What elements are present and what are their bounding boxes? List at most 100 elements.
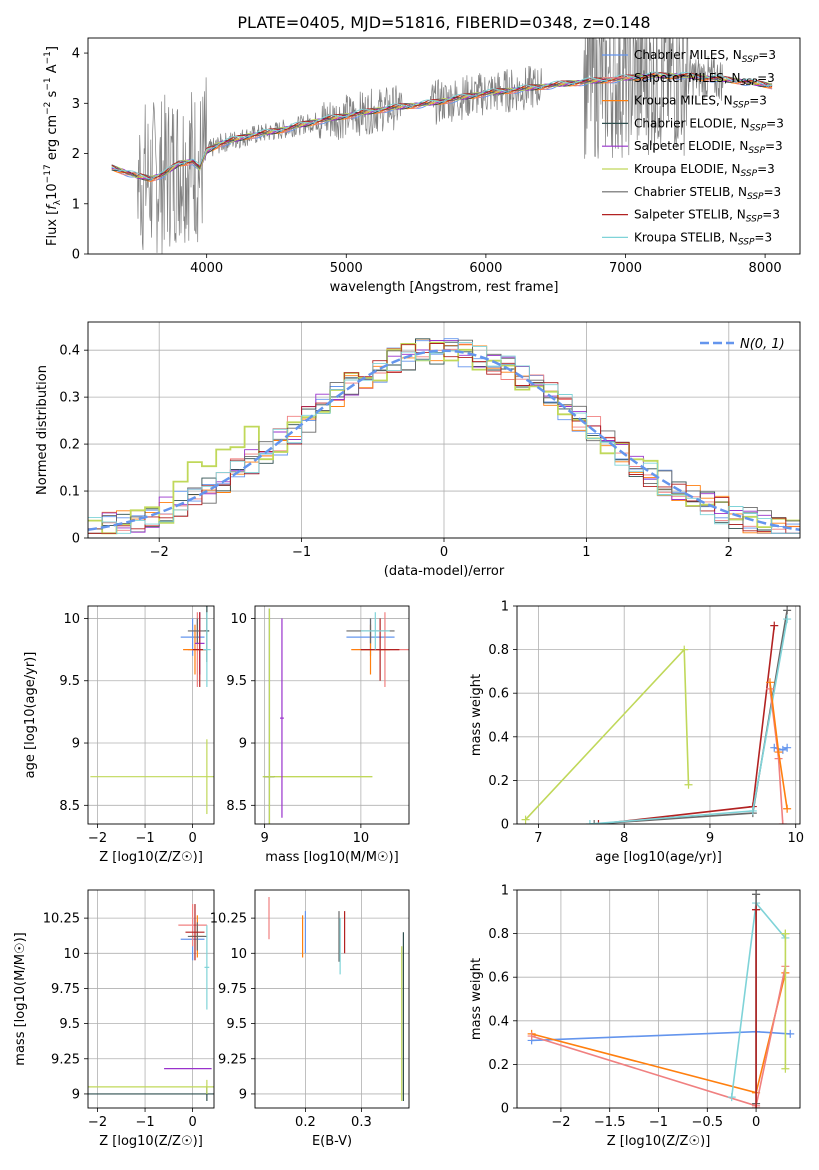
y-tick-label: 3	[72, 97, 80, 112]
legend-sub: SSP	[748, 146, 765, 156]
label-part: −1	[43, 51, 53, 64]
y-tick-label: 1	[72, 197, 80, 212]
y-tick-label: 0.4	[488, 730, 509, 745]
x-tick-label: −0.5	[692, 1115, 724, 1130]
x-tick-label: −2	[551, 1115, 570, 1130]
y-tick-label: 8.5	[59, 799, 80, 814]
legend-entry: N(0, 1)	[740, 337, 785, 352]
y-tick-label: 0.8	[488, 927, 509, 942]
label-part: λ	[53, 199, 63, 205]
y-tick-label: 9.25	[51, 1052, 80, 1067]
plot-area	[90, 606, 214, 815]
y-tick-label: 1	[501, 600, 509, 615]
plus-marker	[680, 645, 689, 654]
legend-name: Chabrier ELODIE, N	[634, 116, 750, 130]
plot-area	[521, 606, 792, 824]
y-tick-label: 10	[230, 612, 247, 627]
y-tick-label: 9.75	[51, 982, 80, 997]
legend-sub: SSP	[741, 78, 758, 88]
x-tick-label: 2	[725, 545, 733, 560]
y-tick-label: 0.6	[488, 971, 509, 986]
legend-entry: Chabrier STELIB, NSSP=3	[634, 185, 781, 202]
x-tick-label: 0	[752, 1115, 760, 1130]
x-tick-label: 6000	[469, 261, 502, 276]
plus-marker	[783, 606, 792, 615]
model-line-kroupa-stelib	[111, 71, 773, 180]
y-tick-label: 9.5	[59, 1017, 80, 1032]
legend-sub: SSP	[742, 55, 759, 65]
axes-frame	[87, 605, 215, 825]
plus-marker	[770, 621, 779, 630]
axes-frame	[87, 889, 215, 1109]
plus-marker	[783, 743, 792, 752]
y-tick-label: 0.2	[488, 1058, 509, 1073]
x-tick-label: 0	[188, 1115, 196, 1130]
label-part: −2	[43, 102, 53, 115]
label-part: −17	[43, 164, 53, 183]
legend-name: Kroupa STELIB, N	[634, 230, 738, 244]
normal-curve	[88, 349, 800, 532]
y-tick-label: 8.5	[226, 799, 247, 814]
plus-marker	[786, 1029, 795, 1038]
x-tick-label: 10	[353, 831, 370, 846]
x-tick-label: 4000	[190, 261, 223, 276]
y-tick-label: 10.25	[43, 912, 80, 927]
x-tick-label: −1	[135, 1115, 154, 1130]
legend-eq: =3	[765, 139, 783, 153]
y-axis-label: mass [log10(M/M☉)]	[13, 932, 28, 1065]
x-tick-label: −1.5	[594, 1115, 626, 1130]
plus-marker	[765, 678, 774, 687]
hist-salpeter-elodie	[88, 339, 800, 534]
plus-marker	[521, 815, 530, 824]
x-tick-label: −2	[88, 831, 107, 846]
axes-frame	[87, 37, 801, 255]
legend-name: Salpeter MILES, N	[634, 71, 741, 85]
y-tick-label: 9.25	[218, 1052, 247, 1067]
x-axis-label: E(B-V)	[312, 1134, 352, 1149]
y-tick-label: 9	[239, 737, 247, 752]
y-tick-label: 0.4	[59, 344, 80, 359]
legend-entry: Salpeter ELODIE, NSSP=3	[634, 139, 783, 156]
y-tick-label: 2	[72, 147, 80, 162]
legend-eq: =3	[762, 208, 780, 222]
x-axis-label: mass [log10(M/M☉)]	[265, 850, 398, 865]
plus-marker	[781, 929, 790, 938]
x-tick-label: 8	[620, 831, 628, 846]
x-tick-label: 1	[582, 545, 590, 560]
y-tick-label: 9	[72, 1087, 80, 1102]
legend-sub: SSP	[747, 192, 764, 202]
y-axis-label: mass weight	[469, 958, 484, 1040]
label-part: Flux [	[45, 210, 60, 246]
x-tick-label: −1	[292, 545, 311, 560]
legend-sub: SSP	[741, 169, 758, 179]
y-tick-label: 9.75	[218, 982, 247, 997]
plus-marker	[590, 820, 599, 824]
y-tick-label: 0.1	[59, 485, 80, 500]
x-tick-label: 7	[534, 831, 542, 846]
legend-name: Chabrier MILES, N	[634, 48, 742, 62]
legend-eq: =3	[764, 185, 782, 199]
plus-marker	[748, 806, 757, 815]
data-spectrum-line	[111, 38, 773, 254]
y-tick-label: 0.3	[59, 391, 80, 406]
plus-marker	[727, 1093, 736, 1102]
legend-entry: Kroupa STELIB, NSSP=3	[634, 230, 772, 247]
plus-marker	[585, 820, 594, 824]
label-part: f	[45, 203, 60, 210]
plus-marker	[752, 1104, 761, 1108]
y-tick-label: 1	[501, 884, 509, 899]
x-tick-label: 0.2	[295, 1115, 316, 1130]
plot-area	[111, 38, 773, 254]
legend-name: Salpeter STELIB, N	[634, 208, 746, 222]
plus-marker	[752, 890, 761, 899]
label-part: erg cm	[45, 115, 60, 164]
panel-age_vs_Z: −2 −1 0 8.5 9 9.5 10 Z [log10(Z/Z☉)] age [log10(…	[23, 605, 215, 865]
y-tick-label: 0.6	[488, 687, 509, 702]
plus-marker	[778, 745, 787, 754]
legend-entry: Chabrier ELODIE, NSSP=3	[634, 116, 784, 133]
x-axis-label: Z [log10(Z/Z☉)]	[99, 850, 203, 865]
x-tick-label: 9	[260, 831, 268, 846]
y-tick-label: 0.4	[488, 1014, 509, 1029]
axes-frame	[87, 321, 801, 539]
